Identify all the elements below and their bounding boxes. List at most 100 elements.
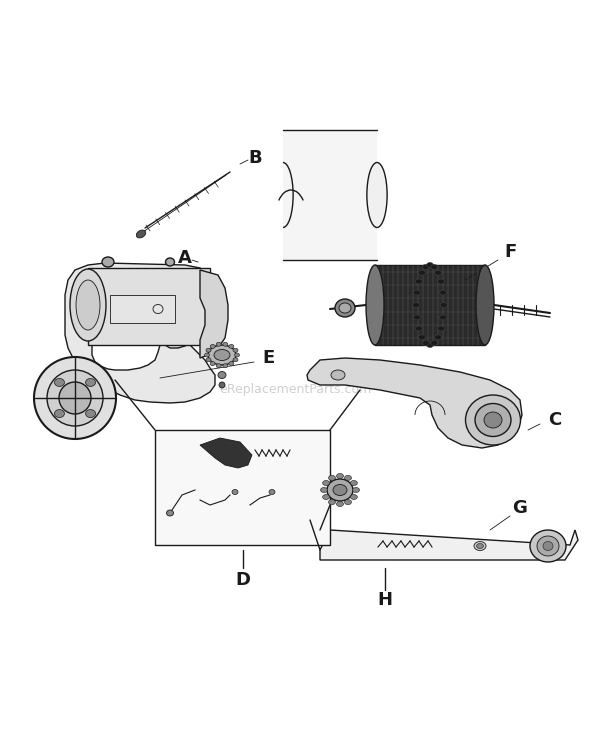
Ellipse shape xyxy=(435,270,441,275)
Text: B: B xyxy=(248,149,262,167)
Ellipse shape xyxy=(219,382,225,388)
Ellipse shape xyxy=(339,303,351,313)
Ellipse shape xyxy=(206,348,211,352)
Text: F: F xyxy=(504,243,516,261)
Ellipse shape xyxy=(440,303,447,308)
Ellipse shape xyxy=(59,382,91,414)
Text: D: D xyxy=(235,571,251,589)
Ellipse shape xyxy=(76,280,100,330)
Ellipse shape xyxy=(70,269,106,341)
Ellipse shape xyxy=(345,475,352,480)
Ellipse shape xyxy=(329,499,336,504)
Ellipse shape xyxy=(431,265,438,270)
Ellipse shape xyxy=(234,353,240,357)
Ellipse shape xyxy=(34,357,116,439)
Ellipse shape xyxy=(205,353,209,357)
Ellipse shape xyxy=(86,379,96,387)
Ellipse shape xyxy=(438,326,445,331)
Ellipse shape xyxy=(331,370,345,380)
Ellipse shape xyxy=(323,494,330,499)
Ellipse shape xyxy=(233,357,238,362)
Ellipse shape xyxy=(415,326,422,331)
Ellipse shape xyxy=(327,479,353,501)
Ellipse shape xyxy=(47,370,103,426)
Polygon shape xyxy=(65,263,215,403)
Ellipse shape xyxy=(427,343,434,347)
Ellipse shape xyxy=(466,395,520,445)
Ellipse shape xyxy=(336,501,343,507)
Ellipse shape xyxy=(269,490,275,494)
Ellipse shape xyxy=(440,315,447,320)
Ellipse shape xyxy=(474,542,486,550)
Polygon shape xyxy=(307,358,522,448)
Ellipse shape xyxy=(218,371,226,379)
Polygon shape xyxy=(320,530,578,560)
Ellipse shape xyxy=(333,485,347,496)
Ellipse shape xyxy=(54,379,64,387)
Polygon shape xyxy=(375,265,485,345)
Polygon shape xyxy=(283,130,377,260)
Ellipse shape xyxy=(350,494,358,499)
Ellipse shape xyxy=(438,279,445,284)
Ellipse shape xyxy=(210,362,215,366)
Ellipse shape xyxy=(352,488,359,493)
Ellipse shape xyxy=(210,344,215,349)
Ellipse shape xyxy=(206,357,211,362)
Ellipse shape xyxy=(435,335,441,340)
Ellipse shape xyxy=(345,499,352,504)
Polygon shape xyxy=(88,268,210,345)
Ellipse shape xyxy=(216,342,221,346)
Ellipse shape xyxy=(214,349,230,360)
Text: C: C xyxy=(548,411,562,429)
Ellipse shape xyxy=(323,480,330,485)
Ellipse shape xyxy=(537,536,559,556)
Ellipse shape xyxy=(320,488,327,493)
Ellipse shape xyxy=(335,299,355,317)
Ellipse shape xyxy=(366,265,384,345)
Ellipse shape xyxy=(208,345,236,365)
Ellipse shape xyxy=(229,344,234,349)
Ellipse shape xyxy=(418,270,425,275)
Ellipse shape xyxy=(543,542,553,550)
Ellipse shape xyxy=(86,409,96,417)
Polygon shape xyxy=(200,438,252,468)
Ellipse shape xyxy=(414,290,421,295)
Polygon shape xyxy=(200,270,228,358)
Ellipse shape xyxy=(216,364,221,368)
Text: H: H xyxy=(378,591,392,609)
Ellipse shape xyxy=(102,257,114,267)
Ellipse shape xyxy=(440,290,447,295)
Ellipse shape xyxy=(166,258,175,266)
Ellipse shape xyxy=(530,530,566,562)
Ellipse shape xyxy=(427,262,434,268)
Ellipse shape xyxy=(223,364,228,368)
Ellipse shape xyxy=(136,230,146,238)
Ellipse shape xyxy=(166,510,173,516)
Ellipse shape xyxy=(414,315,421,320)
Text: E: E xyxy=(262,349,274,367)
Ellipse shape xyxy=(415,279,422,284)
Ellipse shape xyxy=(476,265,494,345)
Bar xyxy=(110,295,175,323)
Ellipse shape xyxy=(431,341,438,346)
Ellipse shape xyxy=(422,341,430,346)
Ellipse shape xyxy=(475,404,511,436)
Ellipse shape xyxy=(336,474,343,479)
Ellipse shape xyxy=(329,475,336,480)
Ellipse shape xyxy=(233,348,238,352)
Text: eReplacementParts.com: eReplacementParts.com xyxy=(219,384,371,396)
Ellipse shape xyxy=(229,362,234,366)
Ellipse shape xyxy=(367,162,387,227)
Text: G: G xyxy=(513,499,527,517)
Ellipse shape xyxy=(54,409,64,417)
Ellipse shape xyxy=(223,342,228,346)
Ellipse shape xyxy=(484,412,502,428)
Ellipse shape xyxy=(413,303,419,308)
Ellipse shape xyxy=(418,335,425,340)
Ellipse shape xyxy=(232,490,238,494)
Ellipse shape xyxy=(477,544,483,548)
Ellipse shape xyxy=(422,265,430,270)
Bar xyxy=(155,430,330,545)
Text: A: A xyxy=(178,249,192,267)
Ellipse shape xyxy=(350,480,358,485)
